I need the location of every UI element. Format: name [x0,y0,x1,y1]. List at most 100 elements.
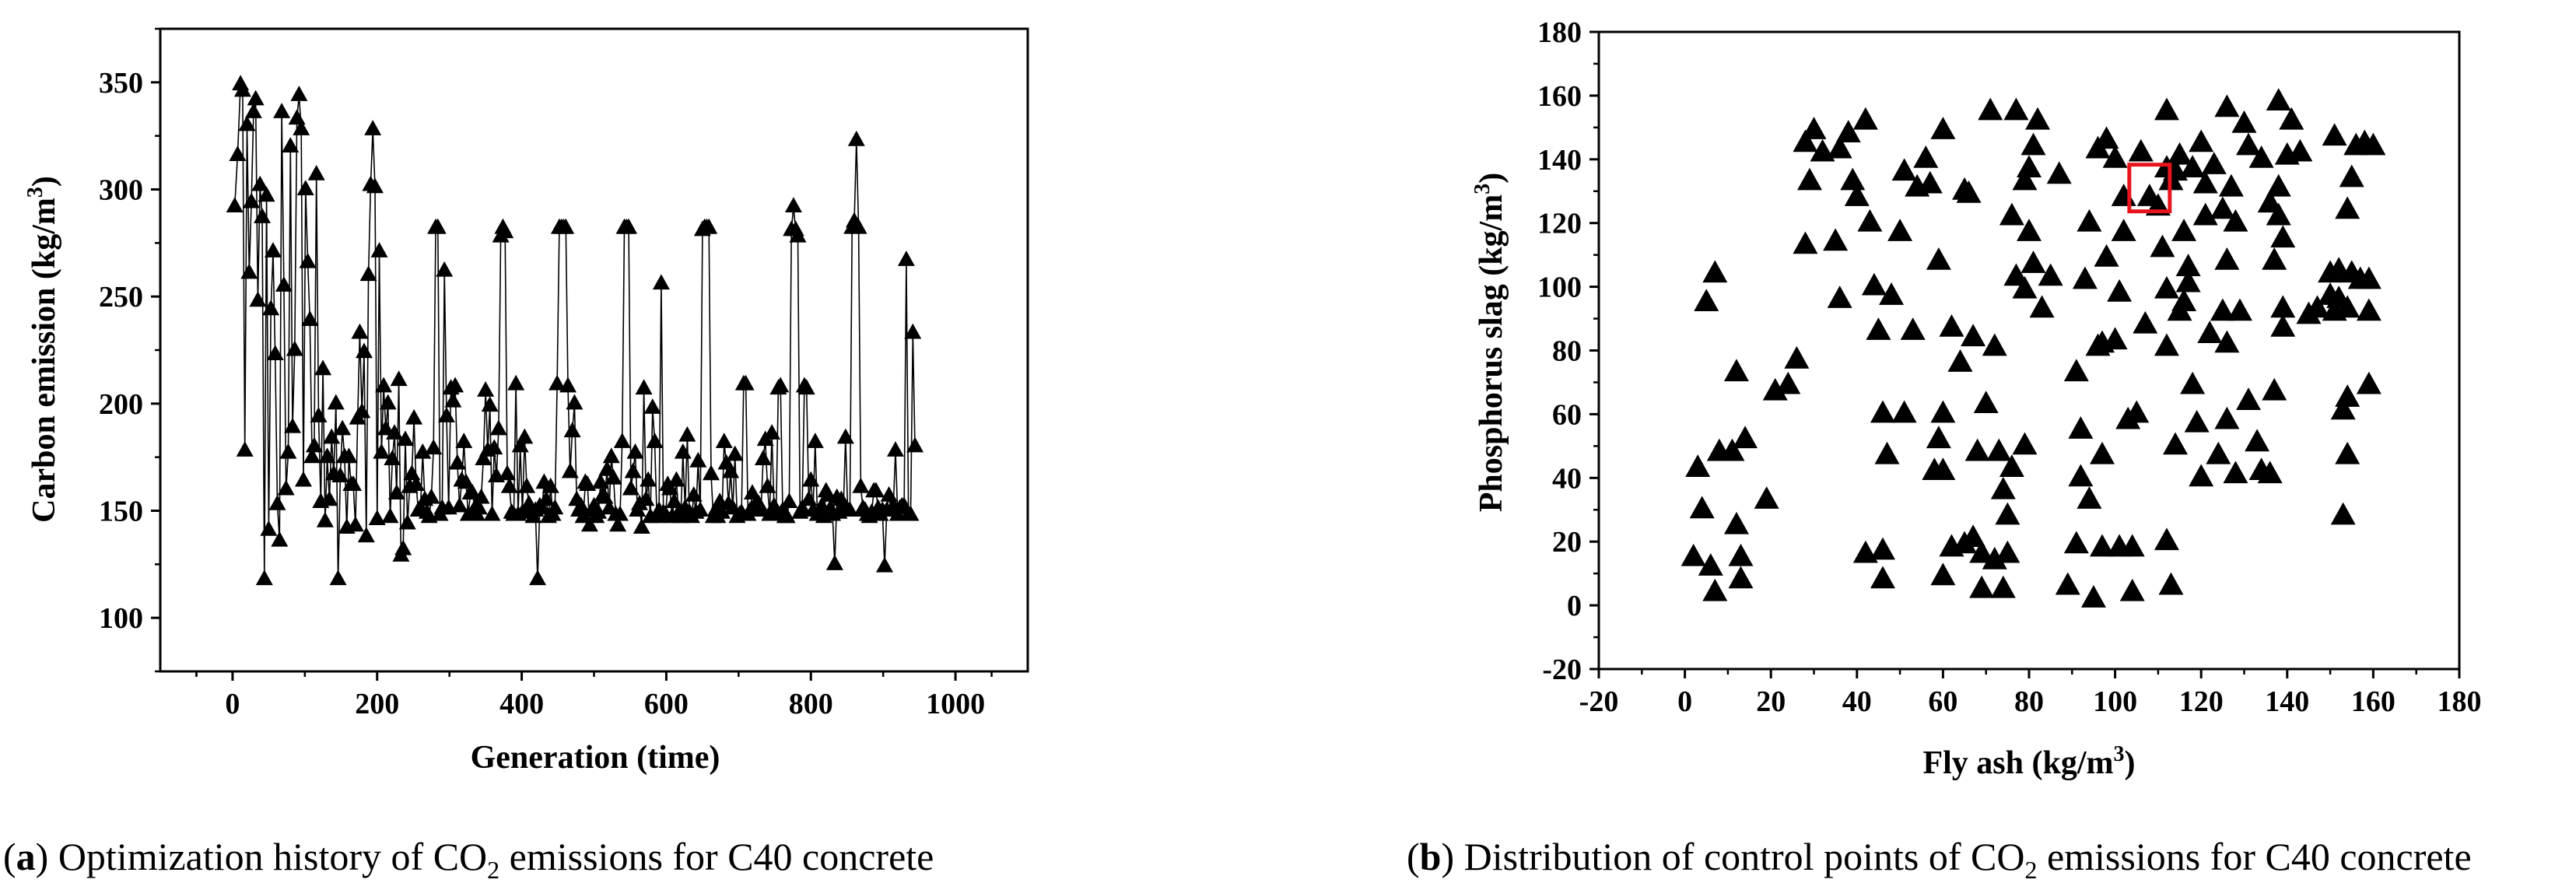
panel-b-data-point [1685,454,1711,477]
panel-a-data-point [240,263,258,279]
panel-a-data-point [574,507,592,524]
panel-a-data-point [390,370,408,387]
panel-b-data-point [2046,161,2072,184]
panel-a-data-point [700,218,718,234]
panel-a-x-tick-label: 800 [789,688,833,720]
panel-b-chart: -20 0 20 40 60 80 100 120 140 160 180 -20 0 20 40 60 80 1… [1470,16,2482,781]
panel-b-data-point [2020,251,2046,273]
panel-b-data-point [1982,546,2007,569]
panel-b-data-point [2012,167,2038,191]
panel-a-data-point [425,439,443,455]
panel-a-data-point [398,513,416,530]
panel-a-data-point [316,511,334,527]
panel-a-data-point [477,381,495,397]
panel-b-data-point [1891,400,1917,423]
panel-a-data-point [303,447,321,464]
panel-b-data-point [1995,540,2020,563]
panel-b-data-point [1827,286,1852,308]
panel-a-data-point [373,443,391,459]
panel-b-data-point [1870,566,1895,589]
panel-a-data-point [579,475,597,491]
panel-b-data-point [2119,534,2145,557]
panel-a-y-axis-title-main: Carbon emission (kg/m [26,198,62,523]
panel-b-markers [1681,88,2386,608]
panel-b-data-point [2270,225,2296,248]
panel-b-ticks: -20 0 20 40 60 80 100 120 140 160 180 -20 0 20 40 60 80 1… [1537,16,2482,718]
panel-b-data-point [2287,138,2313,162]
panel-a-data-point [886,441,904,457]
panel-a-data-point [293,120,310,135]
panel-a-data-point [703,464,720,481]
panel-b-data-point [2171,219,2197,241]
panel-b-data-point [1990,476,2016,499]
panel-b-data-point [1728,543,1754,566]
panel-b-data-point [2335,441,2360,464]
panel-a-data-point [672,507,689,524]
panel-b-data-point [2154,275,2179,299]
panel-a-data-point [329,569,347,586]
panel-b-data-point [2055,572,2080,595]
panel-a-data-point [327,394,345,410]
panel-b-data-point [1930,400,1956,423]
panel-b-data-point [1956,180,1982,203]
panel-a-data-point [489,419,507,436]
panel-b-data-point [2214,94,2240,117]
panel-a-data-point [455,433,473,448]
panel-b-data-point [2257,190,2283,213]
panel-a-data-point [904,323,922,339]
panel-b-data-point [1961,524,1986,548]
panel-b-y-tick-label: 160 [1537,80,1582,113]
panel-a-data-point [598,460,616,476]
panel-b-data-point [1891,158,1917,181]
panel-a-data-point [643,398,661,414]
panel-a-data-point [496,223,514,239]
panel-a-data-point [546,499,564,515]
panel-a-data-point [754,450,772,465]
panel-b-data-point [2090,534,2115,557]
panel-a-data-point [485,439,503,455]
caption-b-prefix: Distribution of control points of CO [1463,835,2025,878]
panel-b-data-point [2158,572,2184,595]
panel-b-x-tick-label: -20 [1579,685,1619,718]
panel-b-data-point [2335,384,2360,407]
panel-b-data-point [2102,145,2128,168]
panel-a-data-point [368,510,386,526]
panel-a-data-point [906,436,924,453]
panel-a-data-point [784,197,802,213]
panel-b-data-point [1702,260,1728,283]
panel-b-data-point [2012,432,2038,455]
panel-b-data-point [2038,263,2063,286]
panel-b-data-point [1964,438,1990,461]
panel-b-data-point [1930,117,1956,139]
panel-a-data-point [370,242,388,258]
caption-a: (a) Optimization history of CO2 emission… [3,835,934,884]
panel-b-data-point [1689,496,1715,519]
panel-b-data-point [1870,537,1895,560]
panel-a-data-point [689,451,707,468]
panel-a-data-point [351,323,369,339]
panel-a-data-point [377,419,394,436]
panel-b-data-point [1762,377,1788,401]
panel-b-data-point [2072,266,2098,289]
panel-b-data-point [2189,129,2214,152]
panel-b-data-point [1852,107,1878,130]
panel-a-data-point [472,488,490,504]
panel-b-data-point [1733,426,1758,449]
panel-a-y-axis-title: Carbon emission (kg/m3) [23,176,62,523]
panel-b-data-point [2231,110,2257,133]
panel-a-data-point [778,507,796,524]
panel-a-data-point [307,164,325,180]
panel-b-data-point [1930,457,1956,481]
panel-b-data-point [2214,247,2240,270]
panel-a-y-tick-label: 350 [99,67,143,100]
panel-a-data-point [538,490,556,506]
panel-b-data-point [2210,298,2235,321]
panel-b-data-point [1796,167,1822,191]
panel-b-data-point [2171,289,2197,312]
panel-a-data-point [602,447,620,464]
panel-b-data-point [1917,170,1943,194]
panel-b-data-point [2077,208,2102,232]
panel-b-y-tick-label: -20 [1542,653,1582,686]
panel-b-x-tick-label: 20 [1756,685,1786,718]
panel-b-data-point [1844,184,1870,206]
